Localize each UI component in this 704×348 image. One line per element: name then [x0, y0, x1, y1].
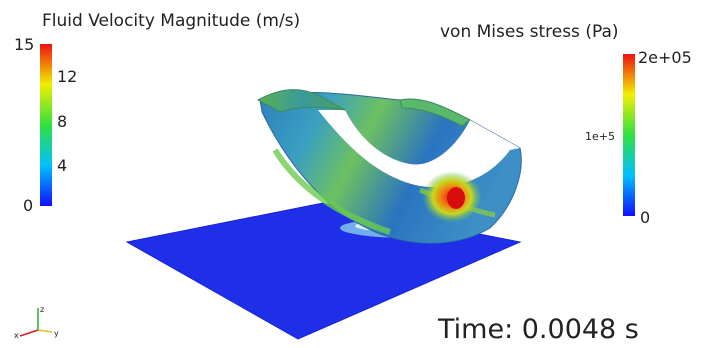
- fluid-tick: 12: [57, 67, 78, 86]
- axis-z-label: z: [40, 305, 44, 314]
- stress-tick-min: 0: [640, 208, 651, 227]
- shell-rim: [256, 89, 346, 113]
- axis-x-label: x: [14, 331, 19, 340]
- fluid-tick-min: 0: [23, 196, 34, 215]
- stress-legend-title: von Mises stress (Pa): [440, 22, 619, 42]
- stress-tick-max: 2e+05: [638, 48, 692, 67]
- fluid-velocity-colorbar: [40, 44, 52, 206]
- fluid-tick: 8: [57, 112, 68, 131]
- fluid-legend-title: Fluid Velocity Magnitude (m/s): [42, 11, 301, 31]
- stress-colorbar: [623, 54, 635, 216]
- fluid-tick-max: 15: [14, 35, 35, 54]
- orientation-axes-icon: z x y: [14, 305, 59, 340]
- axis-y-label: y: [54, 329, 59, 338]
- fluid-tick: 4: [57, 156, 68, 175]
- time-label: Time: 0.0048 s: [438, 314, 639, 345]
- stress-tick-mid: 1e+5: [585, 130, 615, 143]
